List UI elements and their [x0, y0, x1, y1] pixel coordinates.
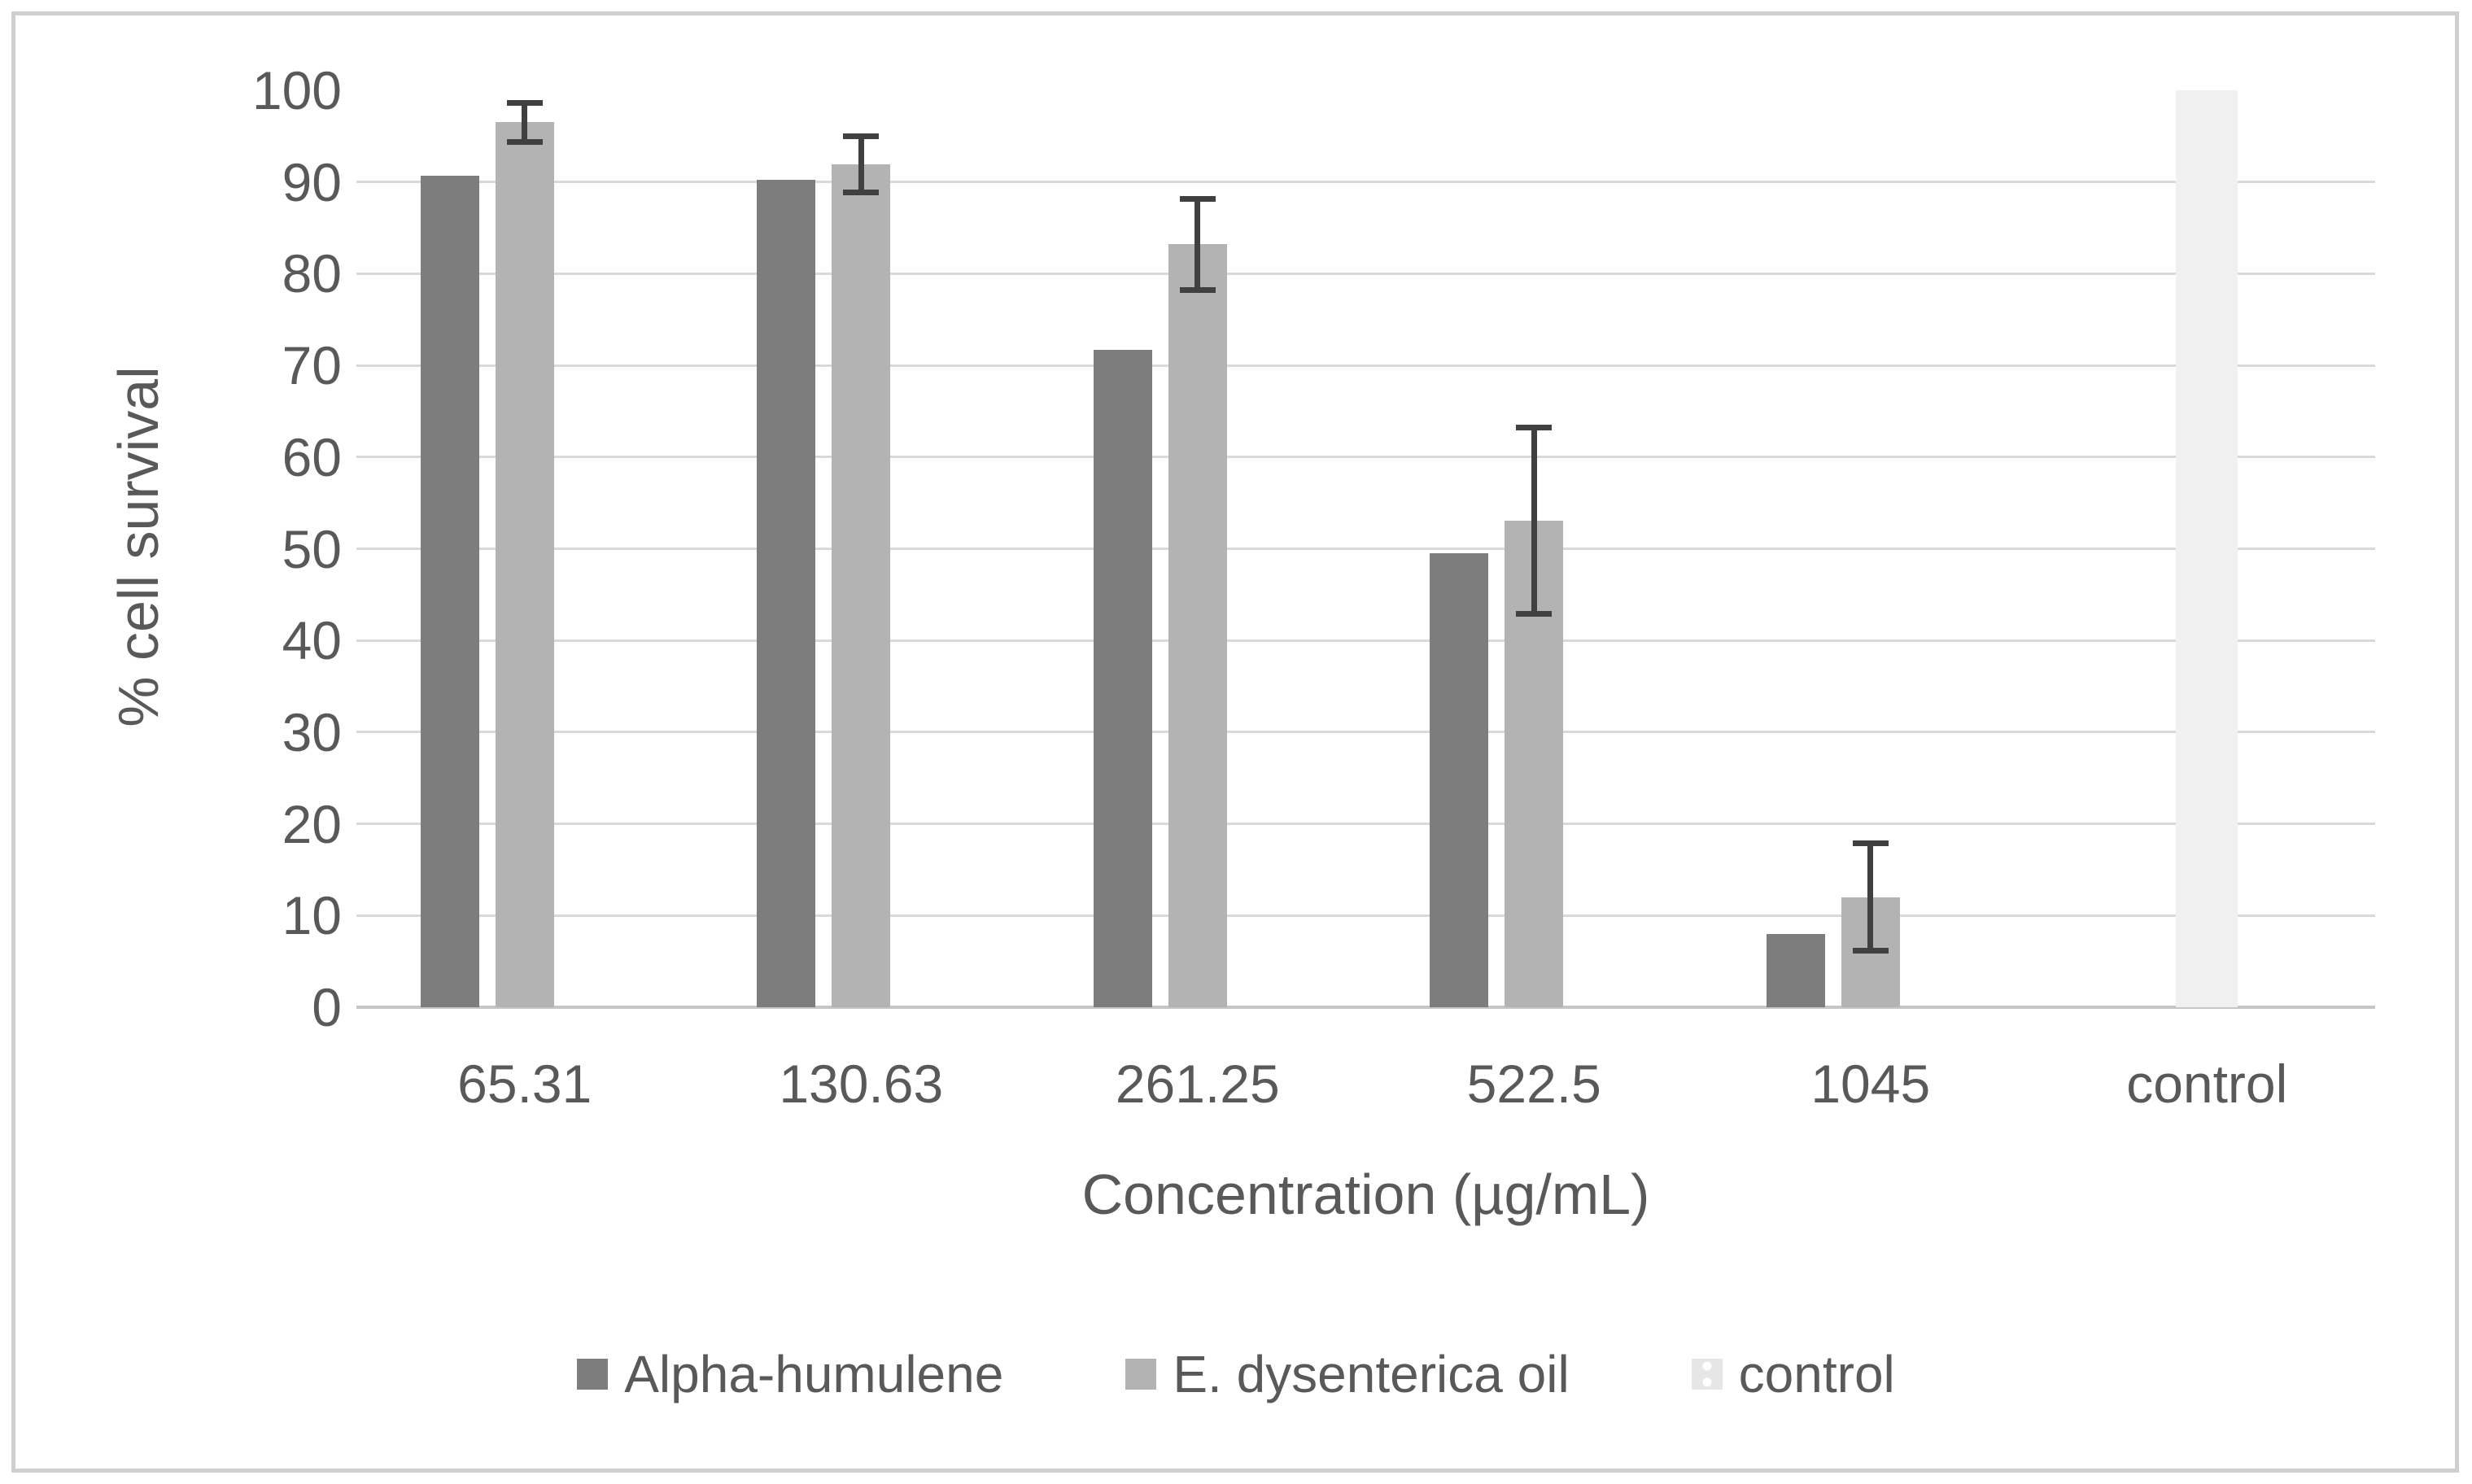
x-tick-label-1045: 1045 — [1810, 1054, 1931, 1114]
x-tick-label-261.25: 261.25 — [1115, 1054, 1280, 1114]
y-tick-label-90: 90 — [282, 151, 342, 212]
y-tick-label-20: 20 — [282, 793, 342, 854]
legend: Alpha-humulene E. dysenterica oil control — [0, 1344, 2472, 1404]
error-bar-line-65.31 — [522, 102, 528, 143]
y-tick-label-30: 30 — [282, 701, 342, 762]
x-tick-label-130.63: 130.63 — [779, 1054, 944, 1114]
error-bar-cap-top-65.31 — [506, 99, 543, 106]
y-tick-label-100: 100 — [251, 60, 342, 120]
gridline-60 — [356, 456, 2375, 459]
x-tick-label-65.31: 65.31 — [457, 1054, 592, 1114]
error-bar-cap-bottom-261.25 — [1179, 286, 1216, 293]
bar-alpha-humulene-1045 — [1766, 933, 1825, 1007]
chart-frame — [11, 11, 2459, 1473]
error-bar-line-130.63 — [858, 136, 864, 194]
error-bar-cap-top-522.5 — [1516, 424, 1553, 430]
legend-swatch-icon — [1691, 1359, 1723, 1390]
y-tick-label-40: 40 — [282, 610, 342, 671]
error-bar-cap-bottom-1045 — [1852, 948, 1889, 954]
x-tick-label-522.5: 522.5 — [1466, 1054, 1601, 1114]
y-tick-label-70: 70 — [282, 335, 342, 396]
error-bar-cap-top-261.25 — [1179, 195, 1216, 202]
error-bar-cap-bottom-130.63 — [843, 190, 880, 196]
legend-item-alpha-humulene: Alpha-humulene — [577, 1344, 1003, 1404]
bar-control-control — [2176, 90, 2238, 1007]
legend-item-control: control — [1691, 1344, 1895, 1404]
y-tick-label-0: 0 — [312, 977, 342, 1037]
gridline-80 — [356, 272, 2375, 275]
x-axis-line — [356, 1006, 2375, 1009]
y-tick-label-60: 60 — [282, 426, 342, 487]
y-tick-label-10: 10 — [282, 885, 342, 946]
gridline-20 — [356, 823, 2375, 826]
bar-e-dysenterica-oil-130.63 — [832, 164, 891, 1007]
gridline-90 — [356, 181, 2375, 184]
legend-label: Alpha-humulene — [624, 1345, 1004, 1403]
error-bar-line-522.5 — [1531, 426, 1537, 614]
gridline-10 — [356, 914, 2375, 917]
gridline-40 — [356, 639, 2375, 642]
gridline-70 — [356, 364, 2375, 367]
error-bar-cap-top-1045 — [1852, 840, 1889, 847]
bar-alpha-humulene-130.63 — [757, 180, 816, 1007]
legend-item-e-dysenterica-oil: E. dysenterica oil — [1125, 1344, 1570, 1404]
legend-swatch-icon — [1125, 1359, 1157, 1390]
gridline-30 — [356, 731, 2375, 734]
legend-label: control — [1738, 1345, 1895, 1403]
bar-alpha-humulene-522.5 — [1430, 553, 1489, 1007]
bar-e-dysenterica-oil-261.25 — [1168, 244, 1227, 1007]
y-tick-label-80: 80 — [282, 243, 342, 304]
bar-e-dysenterica-oil-65.31 — [495, 122, 554, 1007]
bar-alpha-humulene-65.31 — [420, 175, 479, 1007]
error-bar-cap-top-130.63 — [843, 133, 880, 140]
error-bar-cap-bottom-65.31 — [506, 139, 543, 146]
legend-label: E. dysenterica oil — [1173, 1345, 1570, 1403]
legend-swatch-icon — [577, 1359, 609, 1390]
error-bar-line-1045 — [1867, 843, 1874, 952]
error-bar-cap-bottom-522.5 — [1516, 610, 1553, 617]
x-axis-title: Concentration (µg/mL) — [1081, 1163, 1650, 1226]
x-tick-label-control: control — [2126, 1054, 2288, 1114]
y-tick-label-50: 50 — [282, 518, 342, 579]
gridline-50 — [356, 548, 2375, 550]
y-axis-title: % cell survival — [107, 366, 170, 727]
error-bar-line-261.25 — [1195, 198, 1201, 290]
bar-alpha-humulene-261.25 — [1093, 349, 1152, 1007]
